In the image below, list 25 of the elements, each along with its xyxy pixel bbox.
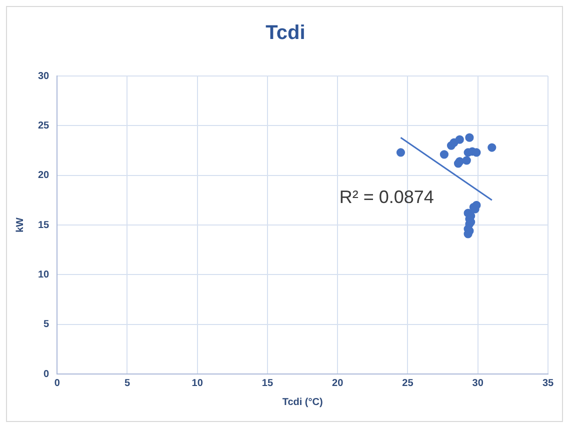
x-tick-label: 15	[262, 378, 274, 389]
point	[455, 135, 464, 144]
x-axis-title: Tcdi (°C)	[282, 396, 323, 408]
y-tick-label: 5	[44, 319, 50, 330]
y-tick-label: 10	[38, 269, 50, 280]
y-tick-label: 15	[38, 220, 50, 231]
point	[465, 133, 474, 142]
chart-title: Tcdi	[264, 22, 306, 45]
y-axis-title: kW	[14, 216, 26, 232]
x-tick-label: 20	[332, 378, 344, 389]
x-tick-label: 5	[124, 378, 130, 389]
point	[396, 148, 406, 157]
y-tick-label: 25	[38, 120, 50, 132]
y-tick-label: 0	[44, 368, 50, 380]
y-tick-label: 20	[38, 170, 50, 182]
point	[488, 143, 496, 152]
x-tick-label: 25	[402, 378, 414, 389]
x-tick-label: 35	[542, 378, 554, 389]
y-tick-label: 30	[38, 70, 50, 82]
annotation: R² = 0.0874	[339, 187, 434, 208]
x-tick-label: 10	[192, 378, 204, 389]
point	[440, 150, 449, 159]
x-tick-label: 0	[54, 378, 60, 389]
x-tick-label: 30	[472, 378, 484, 389]
point	[462, 156, 471, 165]
